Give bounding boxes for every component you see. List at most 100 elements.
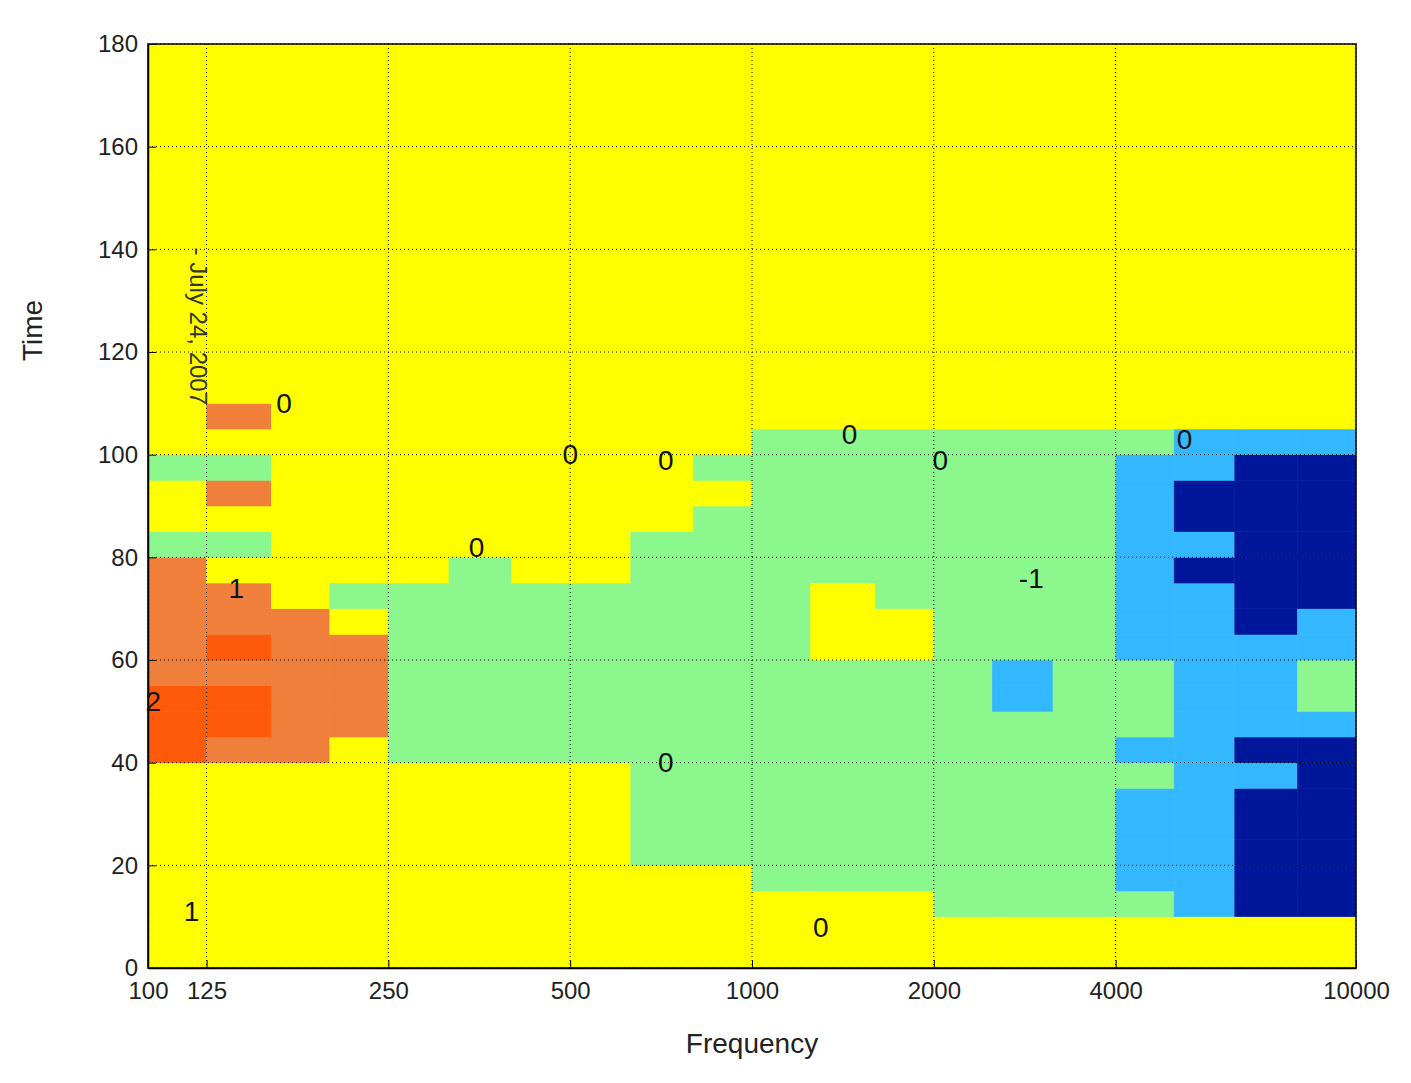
heat-cell: [388, 275, 449, 301]
heat-cell: [875, 891, 934, 917]
heat-cell: [207, 634, 272, 660]
heat-cell: [875, 686, 934, 712]
heat-cell: [693, 609, 752, 635]
heat-cell: [512, 70, 571, 96]
heat-cell: [1116, 814, 1175, 840]
heat-cell: [693, 352, 752, 378]
heat-cell: [148, 737, 207, 763]
heat-cell: [934, 557, 993, 583]
heat-cell: [1297, 480, 1356, 506]
heat-cell: [449, 660, 512, 686]
heat-cell: [330, 403, 389, 429]
heat-cell: [1053, 660, 1116, 686]
heat-cell: [330, 249, 389, 275]
heat-cell: [1297, 609, 1356, 635]
heat-cell: [1174, 455, 1235, 481]
heat-cell: [1174, 352, 1235, 378]
heat-cell: [570, 917, 631, 943]
heat-cell: [449, 865, 512, 891]
heat-cell: [693, 763, 752, 789]
heat-cell: [388, 95, 449, 121]
heat-cell: [693, 814, 752, 840]
heat-cell: [1297, 917, 1356, 943]
heat-cell: [271, 147, 330, 173]
heat-cell: [875, 737, 934, 763]
heat-cell: [875, 275, 934, 301]
heat-cell: [1053, 70, 1116, 96]
heat-cell: [992, 891, 1053, 917]
heat-cell: [1053, 609, 1116, 635]
heat-cell: [1235, 634, 1298, 660]
heat-cell: [570, 660, 631, 686]
heat-cell: [1053, 788, 1116, 814]
heat-cell: [752, 634, 811, 660]
heat-cell: [1174, 198, 1235, 224]
heat-cell: [1116, 609, 1175, 635]
heat-cell: [934, 788, 993, 814]
heat-cell: [1174, 480, 1235, 506]
heat-cell: [570, 711, 631, 737]
heat-cell: [1174, 583, 1235, 609]
heat-cell: [934, 121, 993, 147]
heat-cell: [271, 249, 330, 275]
grid-line: [148, 454, 1356, 455]
heat-cell: [1116, 403, 1175, 429]
heat-cell: [1116, 147, 1175, 173]
grid-line: [148, 762, 1356, 763]
heat-cell: [207, 942, 272, 968]
heat-cell: [570, 686, 631, 712]
heat-cell: [207, 224, 272, 250]
heat-cell: [631, 686, 694, 712]
tick-label: 2000: [908, 977, 961, 1004]
heat-cell: [1235, 737, 1298, 763]
heat-cell: [449, 686, 512, 712]
heat-cell: [512, 480, 571, 506]
grid-line: [148, 249, 1356, 250]
tick: 4000: [1089, 960, 1142, 1004]
heat-cell: [1297, 455, 1356, 481]
heat-cell: [693, 249, 752, 275]
heat-cell: [934, 686, 993, 712]
heat-cell: [271, 198, 330, 224]
heat-cell: [752, 609, 811, 635]
heat-cell: [1116, 172, 1175, 198]
tick: 125: [187, 960, 227, 1004]
heat-cell: [388, 583, 449, 609]
heat-cell: [1116, 95, 1175, 121]
heat-cell: [992, 840, 1053, 866]
heat-cell: [752, 763, 811, 789]
heat-cell: [875, 942, 934, 968]
heat-cell: [811, 763, 876, 789]
heat-cell: [570, 275, 631, 301]
heat-cell: [1053, 275, 1116, 301]
tick-mark: [934, 960, 935, 968]
heat-cell: [1235, 660, 1298, 686]
heat-cell: [512, 711, 571, 737]
heat-cell: [1053, 814, 1116, 840]
heat-cell: [512, 378, 571, 404]
heat-cell: [693, 198, 752, 224]
heat-cell: [271, 609, 330, 635]
heat-cell: [388, 737, 449, 763]
tick: 100: [98, 441, 156, 468]
heat-cell: [693, 711, 752, 737]
y-axis: 020406080100120140160180: [98, 30, 156, 981]
heat-cell: [811, 249, 876, 275]
heat-cell: [388, 763, 449, 789]
heat-cell: [1116, 686, 1175, 712]
heat-cell: [1235, 70, 1298, 96]
heat-cell: [207, 788, 272, 814]
heat-cell: [148, 480, 207, 506]
heat-cell: [811, 840, 876, 866]
heat-cell: [811, 557, 876, 583]
heat-cell: [934, 275, 993, 301]
heat-cell: [512, 532, 571, 558]
heat-cell: [570, 403, 631, 429]
heat-cell: [449, 455, 512, 481]
heat-cell: [388, 840, 449, 866]
heat-cell: [811, 532, 876, 558]
heat-cell: [752, 429, 811, 455]
heat-cell: [271, 275, 330, 301]
heat-cell: [570, 224, 631, 250]
heat-cell: [148, 814, 207, 840]
